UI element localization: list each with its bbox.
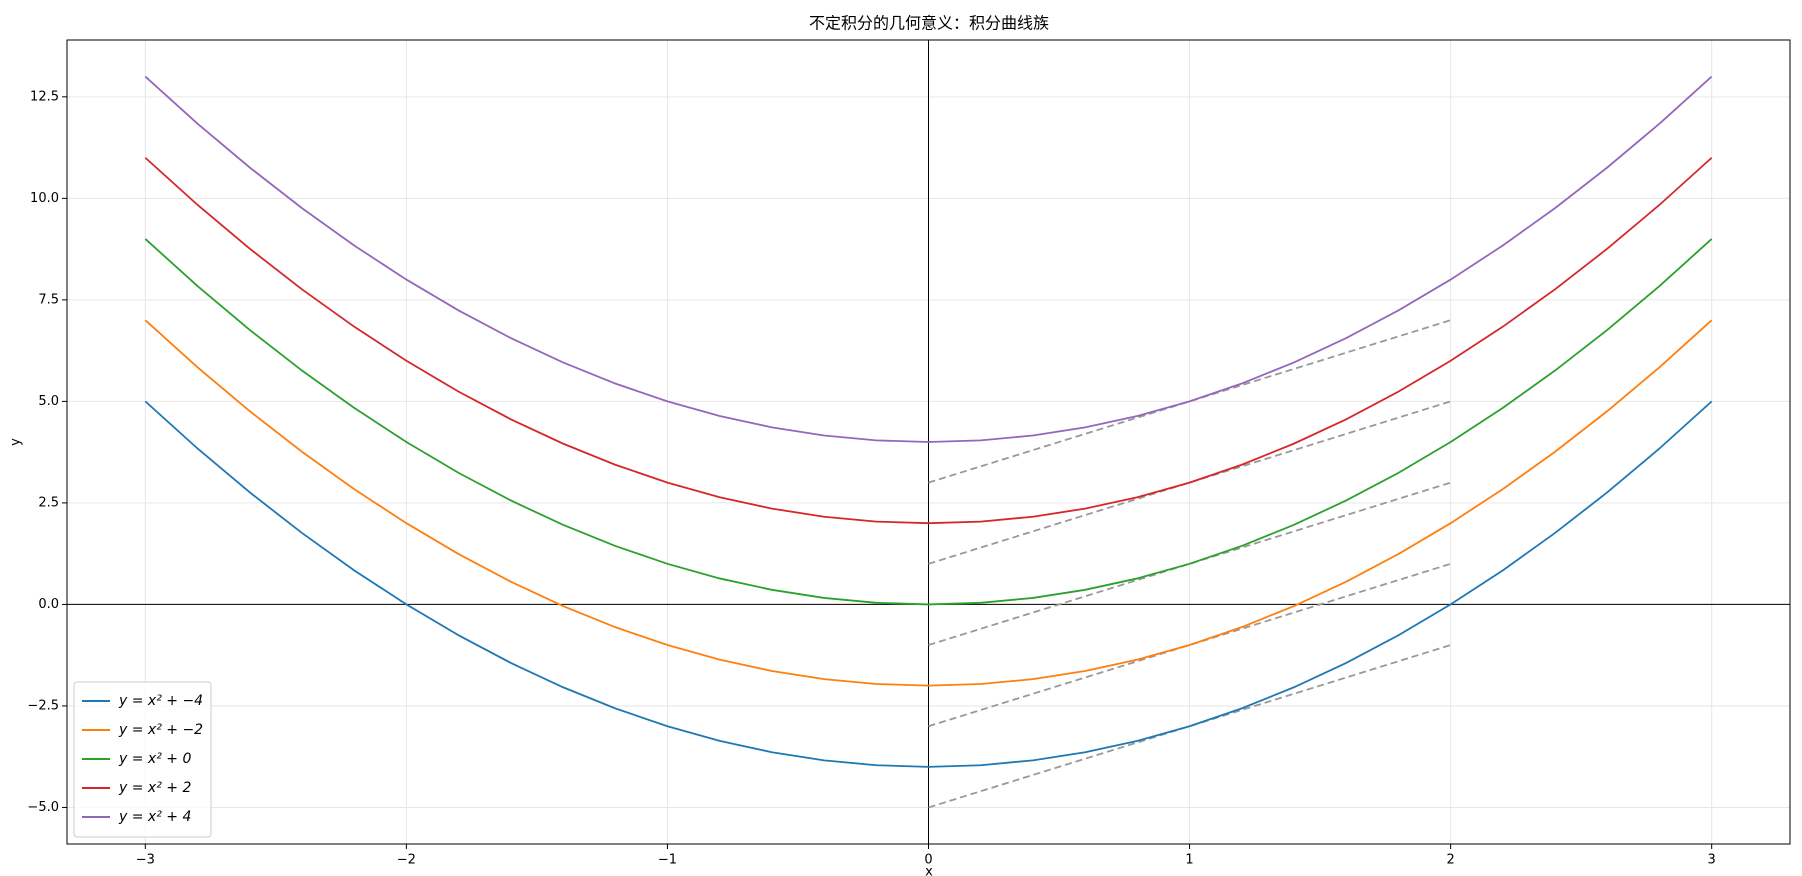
y-axis-label: y [9, 438, 24, 446]
x-tick-label: 0 [924, 853, 932, 868]
legend-label: y = x² + −4 [118, 693, 203, 709]
tangent-line [928, 319, 1451, 484]
x-tick-label: 3 [1708, 853, 1716, 868]
series-line [144, 75, 1713, 443]
y-tick-label: 10.0 [30, 191, 59, 206]
chart-title: 不定积分的几何意义：积分曲线族 [809, 14, 1049, 33]
tangent-line [928, 644, 1451, 809]
series-line [144, 157, 1713, 525]
y-tick-label: 7.5 [38, 292, 59, 307]
x-axis-label: x [925, 865, 933, 876]
legend: y = x² + −4 y = x² + −2 y = x² + 0 y = x² +… [73, 681, 212, 838]
x-tick-label: 2 [1446, 853, 1454, 868]
y-tick-label: 12.5 [30, 89, 59, 104]
y-tick-label: 2.5 [38, 495, 59, 510]
tangent-line [928, 481, 1451, 646]
tangent-line [928, 400, 1451, 565]
legend-label: y = x² + 2 [118, 780, 191, 796]
x-tick-label: 1 [1185, 853, 1193, 868]
tangent-line [928, 562, 1451, 728]
plot-frame [66, 39, 1791, 845]
series-line [144, 319, 1713, 687]
x-tick-label: −3 [136, 853, 155, 868]
series-line [144, 400, 1713, 768]
x-tick-label: −1 [658, 853, 677, 868]
legend-label: y = x² + 4 [118, 809, 191, 825]
legend-label: y = x² + 0 [118, 751, 191, 767]
y-tick-label: 0.0 [38, 597, 59, 612]
x-tick-label: −2 [397, 853, 416, 868]
series-line [144, 238, 1713, 606]
y-tick-label: −5.0 [27, 800, 59, 815]
y-tick-label: 5.0 [38, 394, 59, 409]
legend-label: y = x² + −2 [118, 722, 203, 738]
y-tick-label: −2.5 [27, 698, 59, 713]
legend-box [73, 681, 212, 838]
